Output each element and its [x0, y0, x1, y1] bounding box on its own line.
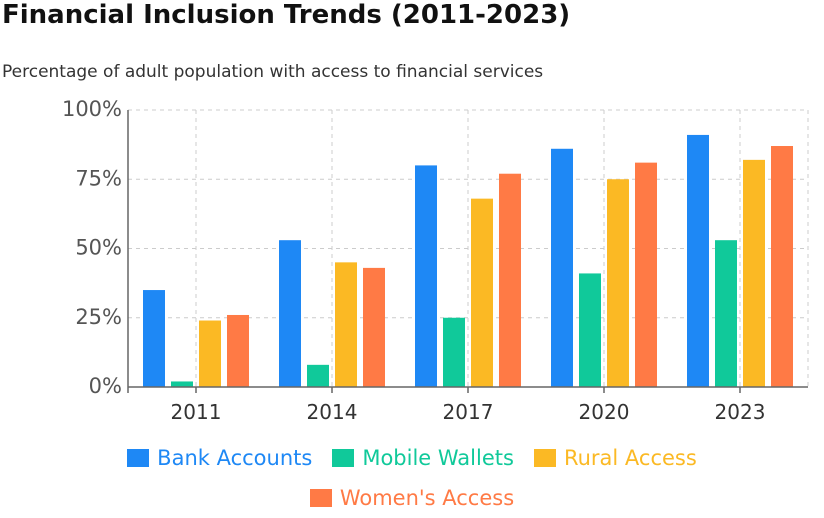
legend-swatch [332, 449, 355, 467]
legend-item-womens-access[interactable]: Women's Access [309, 486, 515, 510]
chart-subtitle: Percentage of adult population with acce… [2, 62, 544, 82]
x-tick-label: 2020 [579, 400, 630, 424]
y-tick-label: 100% [62, 97, 122, 121]
y-tick-label: 0% [89, 374, 122, 398]
chart-legend: Bank Accounts Mobile Wallets Rural Acces… [0, 438, 824, 518]
bar-bank-accounts-2011 [143, 290, 165, 387]
bar-women-s-access-2011 [227, 314, 249, 387]
bar-rural-access-2011 [199, 320, 221, 387]
bar-rural-access-2020 [607, 179, 629, 387]
bar-mobile-wallets-2020 [579, 273, 601, 387]
bar-rural-access-2017 [471, 198, 493, 387]
legend-item-mobile-wallets[interactable]: Mobile Wallets [332, 446, 514, 470]
chart-title: Financial Inclusion Trends (2011-2023) [2, 0, 571, 30]
bar-bank-accounts-2017 [415, 165, 437, 387]
x-tick-label: 2023 [715, 400, 766, 424]
y-tick-label: 25% [75, 305, 122, 329]
bar-bank-accounts-2023 [687, 134, 709, 387]
legend-swatch [127, 449, 150, 467]
legend-swatch [309, 489, 332, 507]
bar-women-s-access-2014 [363, 267, 385, 387]
legend-label: Bank Accounts [157, 446, 313, 470]
y-tick-label: 50% [75, 236, 122, 260]
bar-bank-accounts-2020 [551, 148, 573, 387]
bar-women-s-access-2023 [771, 146, 793, 387]
x-tick-label: 2014 [307, 400, 358, 424]
x-tick-label: 2017 [443, 400, 494, 424]
legend-label: Mobile Wallets [362, 446, 514, 470]
legend-swatch [533, 449, 556, 467]
bar-rural-access-2023 [743, 159, 765, 387]
bar-women-s-access-2020 [635, 162, 657, 387]
bar-mobile-wallets-2011 [171, 381, 193, 387]
y-tick-label: 75% [75, 166, 122, 190]
legend-item-bank-accounts[interactable]: Bank Accounts [127, 446, 312, 470]
x-tick-label: 2011 [171, 400, 222, 424]
bar-rural-access-2014 [335, 262, 357, 387]
bar-mobile-wallets-2014 [307, 364, 329, 387]
bar-mobile-wallets-2023 [715, 240, 737, 387]
legend-row-2: Women's Access [0, 478, 824, 518]
bar-chart: 0% 25% 50% 75% 100% 2011 2014 2017 2020 2023 [62, 97, 809, 424]
bar-bank-accounts-2014 [279, 240, 301, 387]
legend-label: Women's Access [339, 486, 515, 510]
bar-mobile-wallets-2017 [443, 317, 465, 387]
legend-label: Rural Access [563, 446, 697, 470]
legend-item-rural-access[interactable]: Rural Access [533, 446, 697, 470]
bar-women-s-access-2017 [499, 173, 521, 387]
legend-row-1: Bank Accounts Mobile Wallets Rural Acces… [0, 438, 824, 478]
